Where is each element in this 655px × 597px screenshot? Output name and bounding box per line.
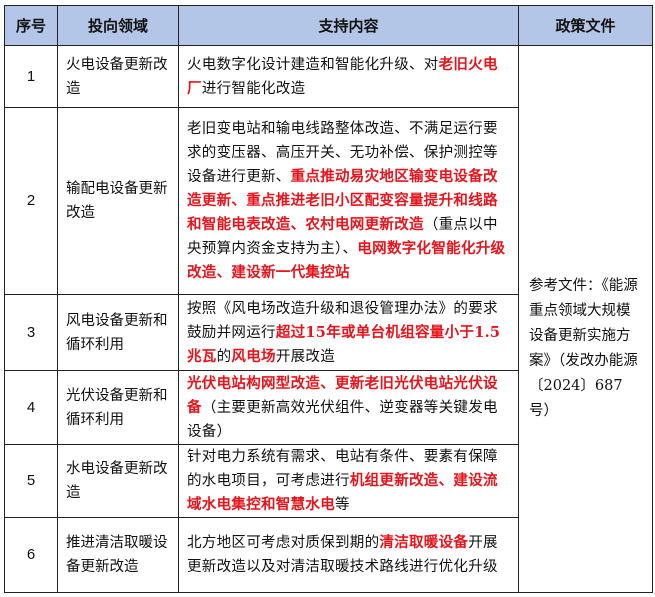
- support-content: 针对电力系统有需求、电站有条件、要素有保障的水电项目，可考虑进行机组更新改造、建…: [178, 444, 519, 518]
- support-content: 老旧变电站和输电线路整体改造、不满足运行要求的变压器、高压开关、无功补偿、保护测…: [178, 107, 519, 295]
- header-no: 序号: [4, 5, 58, 46]
- equipment-renewal-table: 序号 投向领域 支持内容 政策文件 1 火电设备更新改造 火电数字化设计建造和智能化…: [4, 5, 653, 593]
- row-number: 3: [4, 294, 58, 371]
- support-content: 光伏电站构网型改造、更新老旧光伏电站光伏设备（主要更新高效光伏组件、逆变器等关键…: [178, 370, 519, 445]
- header-area: 投向领域: [57, 5, 179, 46]
- content-text: 等: [335, 497, 350, 513]
- investment-area: 光伏设备更新和循环利用: [57, 370, 179, 445]
- support-content: 火电数字化设计建造和智能化升级、对老旧火电厂进行智能化改造: [178, 45, 519, 108]
- content-text: 开展更新改造以及对清洁取暖技术路线进行优化升级: [187, 535, 498, 575]
- policy-document: 参考文件：《能源重点领域大规模设备更新实施方案》（发改办能源〔2024〕687号…: [518, 45, 653, 593]
- content-text: 火电数字化设计建造和智能化升级、对: [187, 56, 439, 73]
- row-number: 6: [4, 517, 58, 593]
- highlighted-text: 清洁取暖设备: [379, 534, 469, 551]
- table-row: 1 火电设备更新改造 火电数字化设计建造和智能化升级、对老旧火电厂进行智能化改造 参考…: [4, 45, 653, 593]
- table-row: 2 输配电设备更新改造 老旧变电站和输电线路整体改造、不满足运行要求的变压器、高压开…: [4, 107, 653, 295]
- highlighted-text: 机组更新改造、建设流域水电集控和智慧水电: [187, 472, 498, 513]
- highlighted-text: 重点推动易灾地区输变电设备改造更新、重点推进老旧小区配变容量提升和线路和智能电表…: [187, 168, 498, 233]
- content-text: 按照《风电场改造升级和退役管理办法》的要求鼓励并网运行: [187, 300, 498, 341]
- row-number: 2: [4, 107, 58, 295]
- row-number: 1: [4, 45, 58, 108]
- support-content: 按照《风电场改造升级和退役管理办法》的要求鼓励并网运行超过15年或单台机组容量小…: [178, 294, 519, 371]
- table-row: 5 水电设备更新改造 针对电力系统有需求、电站有条件、要素有保障的水电项目，可考虑进…: [4, 444, 653, 518]
- table-row: 4 光伏设备更新和循环利用 光伏电站构网型改造、更新老旧光伏电站光伏设备（主要更新高…: [4, 370, 653, 445]
- content-text: （重点以中央预算内资金支持为主）、: [187, 217, 498, 257]
- content-text: （主要更新高效光伏组件、逆变器等关键发电设备）: [187, 399, 498, 440]
- support-content: 北方地区可考虑对质保到期的清洁取暖设备开展更新改造以及对清洁取暖技术路线进行优化…: [178, 517, 519, 593]
- investment-area: 输配电设备更新改造: [57, 107, 179, 295]
- highlighted-text: 老旧火电厂: [187, 55, 498, 97]
- header-policy: 政策文件: [518, 5, 653, 46]
- content-text: 北方地区可考虑对质保到期的: [187, 535, 380, 551]
- content-text: 开展改造: [275, 348, 336, 365]
- content-text: 针对电力系统有需求、电站有条件、要素有保障的水电项目，可考虑进行: [187, 449, 498, 489]
- investment-area: 风电设备更新和循环利用: [57, 294, 179, 371]
- content-text: 老旧变电站和输电线路整体改造、不满足运行要求的变压器、高压开关、无功补偿、保护测…: [187, 121, 498, 185]
- row-number: 5: [4, 444, 58, 518]
- highlighted-text: 光伏电站构网型改造、更新老旧光伏电站光伏设备: [187, 374, 498, 416]
- investment-area: 水电设备更新改造: [57, 444, 179, 518]
- header-row: 序号 投向领域 支持内容 政策文件: [4, 5, 653, 46]
- highlighted-text: 风电场: [231, 347, 276, 365]
- row-number: 4: [4, 370, 58, 445]
- highlighted-text: 电网数字化智能化升级改造、建设新一代集控站: [187, 240, 506, 281]
- investment-area: 火电设备更新改造: [57, 45, 179, 108]
- content-text: 进行智能化改造: [201, 80, 306, 97]
- table-row: 3 风电设备更新和循环利用 按照《风电场改造升级和退役管理办法》的要求鼓励并网运行超…: [4, 294, 653, 371]
- table-row: 6 推进清洁取暖设备更新改造 北方地区可考虑对质保到期的清洁取暖设备开展更新改造以及…: [4, 517, 653, 593]
- content-text: 的: [216, 348, 232, 365]
- header-content: 支持内容: [178, 5, 519, 46]
- highlighted-text: 超过15年或单台机组容量小于1.5兆瓦: [187, 323, 501, 365]
- investment-area: 推进清洁取暖设备更新改造: [57, 517, 179, 593]
